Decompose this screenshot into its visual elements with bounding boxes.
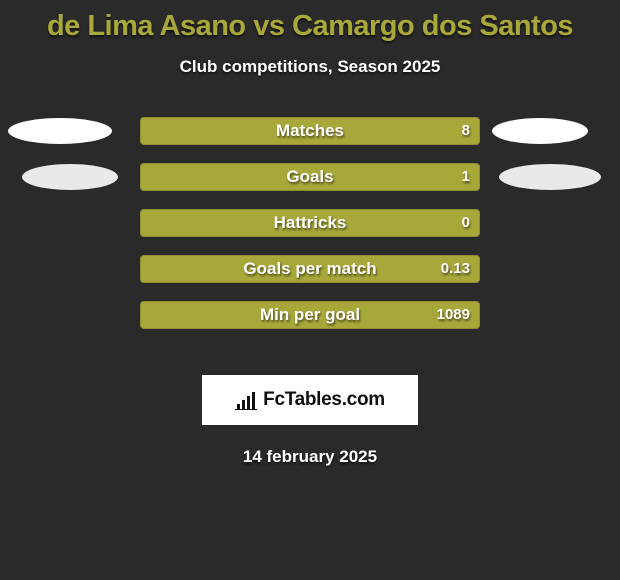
date-text: 14 february 2025	[0, 447, 620, 467]
logo-text: FcTables.com	[263, 389, 385, 411]
bar-fill	[140, 255, 480, 283]
bar-fill	[140, 301, 480, 329]
side-ellipse	[499, 164, 601, 190]
side-ellipse	[492, 118, 588, 144]
subtitle: Club competitions, Season 2025	[0, 57, 620, 77]
bar-row: Goals1	[0, 163, 620, 209]
side-ellipse	[8, 118, 112, 144]
bar-row: Min per goal1089	[0, 301, 620, 347]
side-ellipse	[22, 164, 118, 190]
bar-row: Goals per match0.13	[0, 255, 620, 301]
comparison-infographic: de Lima Asano vs Camargo dos Santos Club…	[0, 0, 620, 580]
bar-row: Hattricks0	[0, 209, 620, 255]
bar-fill	[140, 117, 480, 145]
bar-fill	[140, 163, 480, 191]
bar-fill	[140, 209, 480, 237]
logo-box: FcTables.com	[202, 375, 418, 425]
bar-rows: Matches8Goals1Hattricks0Goals per match0…	[0, 117, 620, 347]
barchart-icon	[235, 390, 257, 410]
bar-row: Matches8	[0, 117, 620, 163]
page-title: de Lima Asano vs Camargo dos Santos	[0, 0, 620, 43]
